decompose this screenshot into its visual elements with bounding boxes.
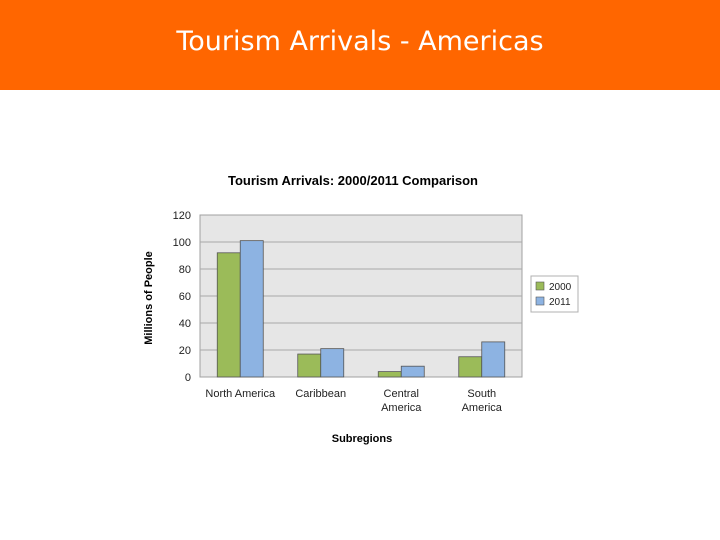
bar-2011 xyxy=(400,365,425,378)
y-tick-label: 120 xyxy=(173,210,191,222)
legend-swatch-2000 xyxy=(535,281,545,291)
y-tick-label: 100 xyxy=(173,237,191,249)
legend-label-2000: 2000 xyxy=(549,282,572,293)
x-tick-label: Central xyxy=(384,388,419,400)
bar-2000 xyxy=(216,252,241,378)
title-banner: Tourism Arrivals - Americas xyxy=(0,0,720,90)
legend-swatch-2011 xyxy=(535,296,545,306)
bar-2000 xyxy=(458,356,483,378)
bar-2000 xyxy=(297,353,322,378)
x-tick-label: America xyxy=(381,402,422,414)
y-tick-label: 40 xyxy=(179,318,191,330)
x-tick-label: Caribbean xyxy=(295,388,346,400)
y-axis-label: Millions of People xyxy=(143,251,155,345)
y-tick-labels: 0 20 40 60 80 100 120 xyxy=(173,210,191,384)
bar-2000 xyxy=(377,371,402,378)
x-axis-label: Subregions xyxy=(332,433,393,445)
y-tick-label: 80 xyxy=(179,264,191,276)
x-tick-label: North America xyxy=(205,388,276,400)
slide-title: Tourism Arrivals - Americas xyxy=(176,26,544,57)
legend: 2000 2011 xyxy=(530,275,579,313)
bar-2011 xyxy=(239,240,264,378)
bar-2011 xyxy=(320,348,345,378)
y-tick-label: 60 xyxy=(179,291,191,303)
chart-title: Tourism Arrivals: 2000/2011 Comparison xyxy=(228,173,478,188)
y-tick-label: 0 xyxy=(185,372,191,384)
bar-2011 xyxy=(481,341,506,378)
x-tick-labels: North America Caribbean Central America Sout… xyxy=(205,388,502,414)
x-tick-label: America xyxy=(462,402,503,414)
x-tick-label: South xyxy=(467,388,496,400)
legend-label-2011: 2011 xyxy=(549,297,571,308)
bars xyxy=(216,240,506,378)
y-tick-label: 20 xyxy=(179,345,191,357)
